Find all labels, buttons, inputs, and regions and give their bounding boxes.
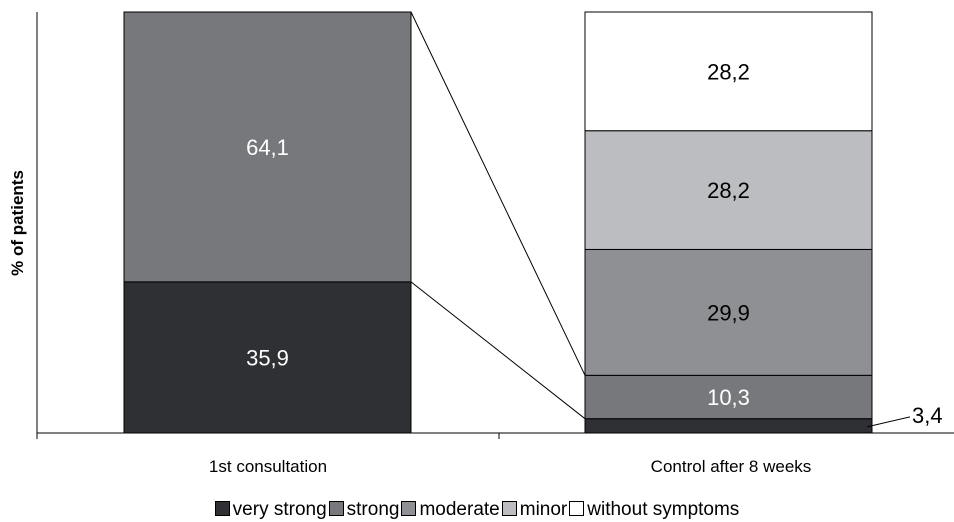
legend: very strong strong moderate minor without sy… [0,499,954,521]
stacked-bar-chart: % of patients 35,9 64,1 3,4 10,3 29,9 28,2 28,… [8,11,954,476]
legend-label-minor: minor [519,499,568,520]
legend-swatch-minor [501,501,517,516]
data-label-minor-2: 28,2 [707,178,750,203]
category-label-2: Control after 8 weeks [651,457,812,476]
legend-item-minor: minor [501,499,568,521]
legend-swatch-very-strong [214,501,230,516]
bars: 35,9 64,1 3,4 10,3 29,9 28,2 28,2 [123,11,943,434]
data-label-very-strong-2: 3,4 [912,403,943,428]
legend-item-very-strong: very strong [214,499,327,521]
connector-line-middle [410,281,586,420]
bar-segment-without-symptoms-2 [584,11,873,132]
legend-swatch-moderate [401,501,417,516]
data-label-strong-1: 64,1 [246,135,289,160]
legend-label-strong: strong [346,499,400,520]
bar-segment-strong-1 [123,11,412,283]
legend-label-without-symptoms: without symptoms [587,499,740,520]
data-label-moderate-2: 29,9 [707,300,750,325]
bar-segment-minor-2 [584,130,873,250]
bar-segment-very-strong-2 [584,418,873,434]
bar-segment-moderate-2 [584,248,873,376]
data-label-strong-2: 10,3 [707,385,750,410]
connector-line-top [410,11,586,376]
legend-label-very-strong: very strong [232,499,327,520]
bar-segment-strong-2 [584,374,873,420]
legend-item-moderate: moderate [401,499,500,521]
legend-swatch-without-symptoms [569,501,585,516]
legend-label-moderate: moderate [419,499,500,520]
category-label-1: 1st consultation [209,457,327,476]
data-label-very-strong-1: 35,9 [246,345,289,370]
legend-item-strong: strong [328,499,400,521]
category-labels: 1st consultation Control after 8 weeks [209,457,811,476]
data-label-without-symptoms-2: 28,2 [707,59,750,84]
connector-lines [410,11,586,420]
y-axis-label: % of patients [8,170,27,276]
legend-item-without-symptoms: without symptoms [569,499,739,521]
bar-segment-very-strong-1 [123,281,412,434]
legend-swatch-strong [328,501,344,516]
leader-line-very-strong [866,416,911,428]
